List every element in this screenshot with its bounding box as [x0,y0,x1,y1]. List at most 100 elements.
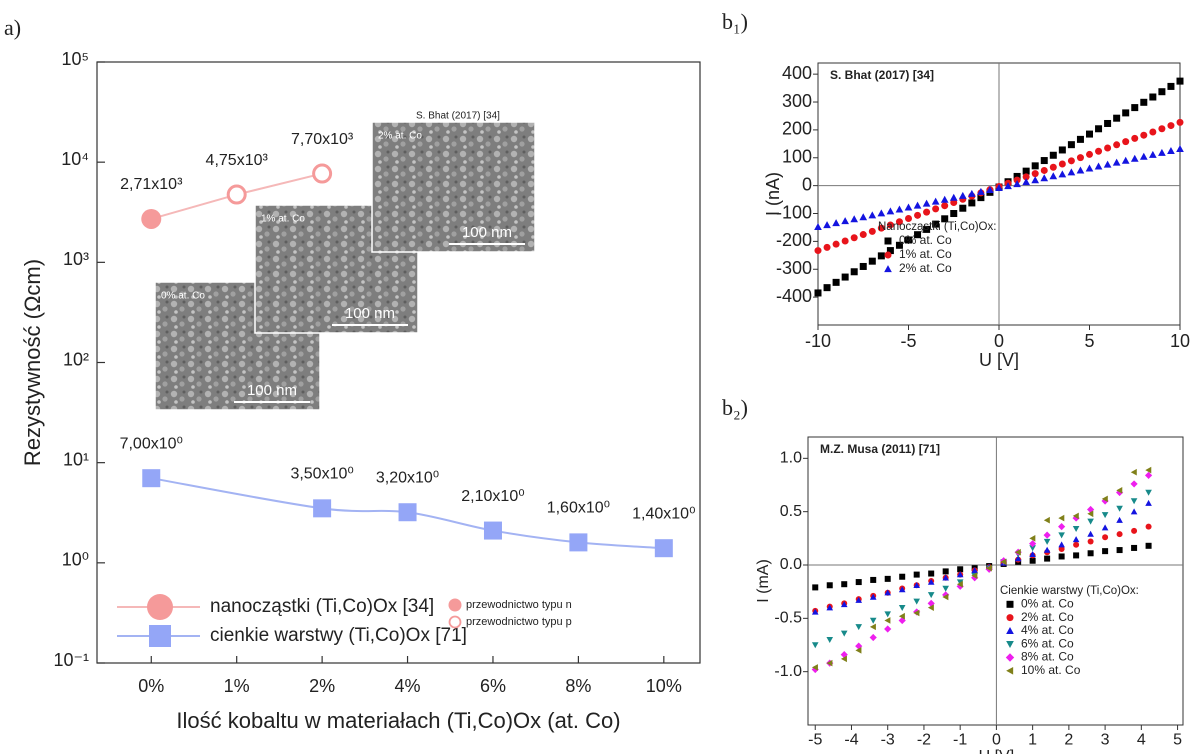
data-point [1013,172,1021,180]
data-point [814,289,822,297]
legend-title: Nanocząstki (Ti,Co)Ox: [878,221,996,233]
data-point [956,580,963,588]
data-point [226,184,247,205]
data-point [869,617,877,624]
panel-label: b₂) [722,395,748,420]
data-point [868,257,876,265]
data-point [1072,514,1080,522]
data-point [855,579,862,586]
data-point [1158,125,1166,133]
sem-image [371,121,536,253]
data-point [1116,505,1123,512]
x-tick-label: 3 [1101,731,1110,748]
y-tick-label: 400 [782,63,812,83]
y-axis-title: I (mA) [755,559,772,603]
data-point [1014,555,1022,562]
y-tick-label: 10⁻¹ [53,650,89,670]
data-point [950,210,958,218]
data-label: 3,20x10⁰ [376,469,439,486]
data-point [814,223,822,231]
data-point [1149,128,1157,136]
data-point [1101,512,1109,519]
data-point [840,601,848,608]
data-point [1029,557,1036,564]
y-tick-label: 10⁰ [62,550,89,570]
data-point [1130,508,1138,515]
legend-label: nanocząstki (Ti,Co)Ox [34] [210,596,434,617]
data-point [1149,93,1157,101]
data-point [877,224,885,232]
data-point [1095,125,1103,133]
data-point [1095,147,1103,155]
data-point [1040,157,1048,165]
data-point [1158,88,1166,96]
data-point [940,195,949,203]
y-axis-title: I (nA) [763,172,783,216]
data-point [1004,182,1012,190]
data-point [1058,146,1066,154]
data-point [1072,536,1080,543]
y-tick-label: -400 [776,286,812,306]
data-point [1049,151,1057,159]
x-tick-label: 10% [646,676,682,696]
x-tick-label: -1 [953,731,967,748]
data-point [922,199,931,207]
data-point [1116,531,1123,538]
data-point [312,163,333,184]
data-point [886,247,894,255]
x-tick-label: 4% [395,676,421,696]
y-tick-label: 0.0 [780,556,802,573]
marker [1006,627,1014,635]
data-point [904,203,913,211]
data-point [923,208,931,216]
marker [1006,641,1014,649]
data-point [886,207,895,215]
data-point [1130,498,1138,505]
data-point [932,205,940,213]
data-point [1043,538,1051,545]
data-point [884,625,892,633]
x-axis-title: U [V] [979,748,1015,754]
data-point [968,189,976,197]
data-label: 1,40x10⁰ [632,505,695,522]
y-tick-label: -0.5 [774,610,802,627]
data-point [1085,164,1094,172]
y-tick-label: 200 [782,119,812,139]
data-point [1145,542,1152,549]
data-label: 7,00x10⁰ [120,435,183,452]
data-point [841,581,848,588]
x-tick-label: -5 [808,731,822,748]
data-point [941,215,949,223]
data-point [1176,118,1184,126]
x-tick-label: 2 [1064,731,1073,748]
data-point [1113,141,1121,149]
data-point [899,573,906,580]
data-point [1087,510,1094,518]
data-point [1102,534,1109,541]
x-tick-label: 1 [1028,731,1037,748]
data-point [1076,135,1084,143]
data-point [1031,176,1040,184]
marker [1006,614,1014,622]
y-tick-label: -100 [776,202,812,222]
data-point [914,231,922,239]
data-point [898,604,906,611]
data-point [1145,523,1152,530]
data-point [1013,176,1021,184]
data-point [811,608,819,615]
data-point [1000,558,1007,566]
data-point [1104,144,1112,152]
data-point [869,633,877,642]
data-point [850,215,859,223]
data-point [971,567,978,574]
scale-bar-label: 100 nm [462,224,512,241]
y-tick-label: 10² [63,349,89,369]
data-point [1058,532,1065,539]
data-point [868,227,876,235]
data-point [1076,166,1085,174]
data-point [840,651,848,659]
data-point [1122,109,1130,117]
y-tick-label: 0 [802,174,812,194]
legend-label: 1% at. Co [899,247,952,261]
